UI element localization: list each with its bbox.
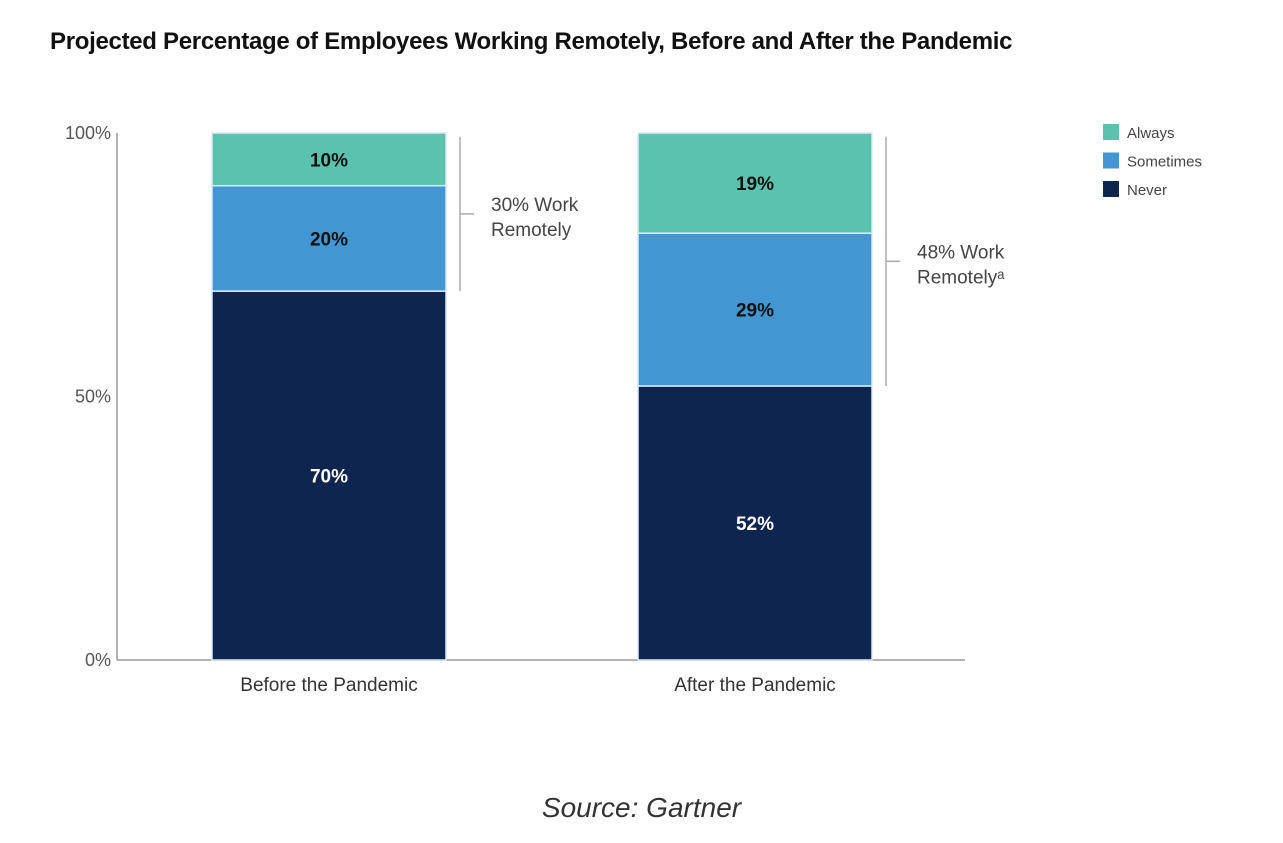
source-caption: Source: Gartner — [541, 792, 742, 823]
legend-swatch-sometimes — [1103, 152, 1119, 169]
x-category-label: Before the Pandemic — [240, 675, 417, 696]
legend-label: Sometimes — [1127, 154, 1202, 171]
bar-segment-always — [211, 132, 447, 187]
x-category-label: After the Pandemic — [674, 675, 836, 696]
y-tick-label: 100% — [65, 123, 111, 143]
data-label: 19% — [736, 174, 774, 195]
annotation-text: 30% Work — [491, 195, 579, 216]
y-tick-label: 0% — [85, 650, 111, 670]
bar-segment-never — [211, 290, 447, 661]
bar-segment-sometimes — [637, 232, 873, 387]
legend-label: Always — [1127, 125, 1175, 142]
bar-segment-always — [637, 132, 873, 234]
data-label: 10% — [310, 150, 348, 171]
data-label: 70% — [310, 467, 348, 488]
chart-title: Projected Percentage of Employees Workin… — [50, 28, 1013, 55]
y-tick-label: 50% — [75, 387, 111, 407]
data-label: 52% — [736, 514, 774, 535]
bar-segment-sometimes — [211, 184, 447, 292]
bar-segment-never — [637, 385, 873, 661]
annotation-text: 48% Work — [917, 242, 1005, 263]
data-label: 29% — [736, 301, 774, 322]
annotation-text: Remotelyᵃ — [917, 267, 1005, 288]
legend-label: Never — [1127, 182, 1167, 199]
legend-swatch-always — [1103, 124, 1119, 140]
data-label: 20% — [310, 229, 348, 250]
legend-swatch-never — [1103, 181, 1119, 197]
annotation-text: Remotely — [491, 220, 572, 241]
